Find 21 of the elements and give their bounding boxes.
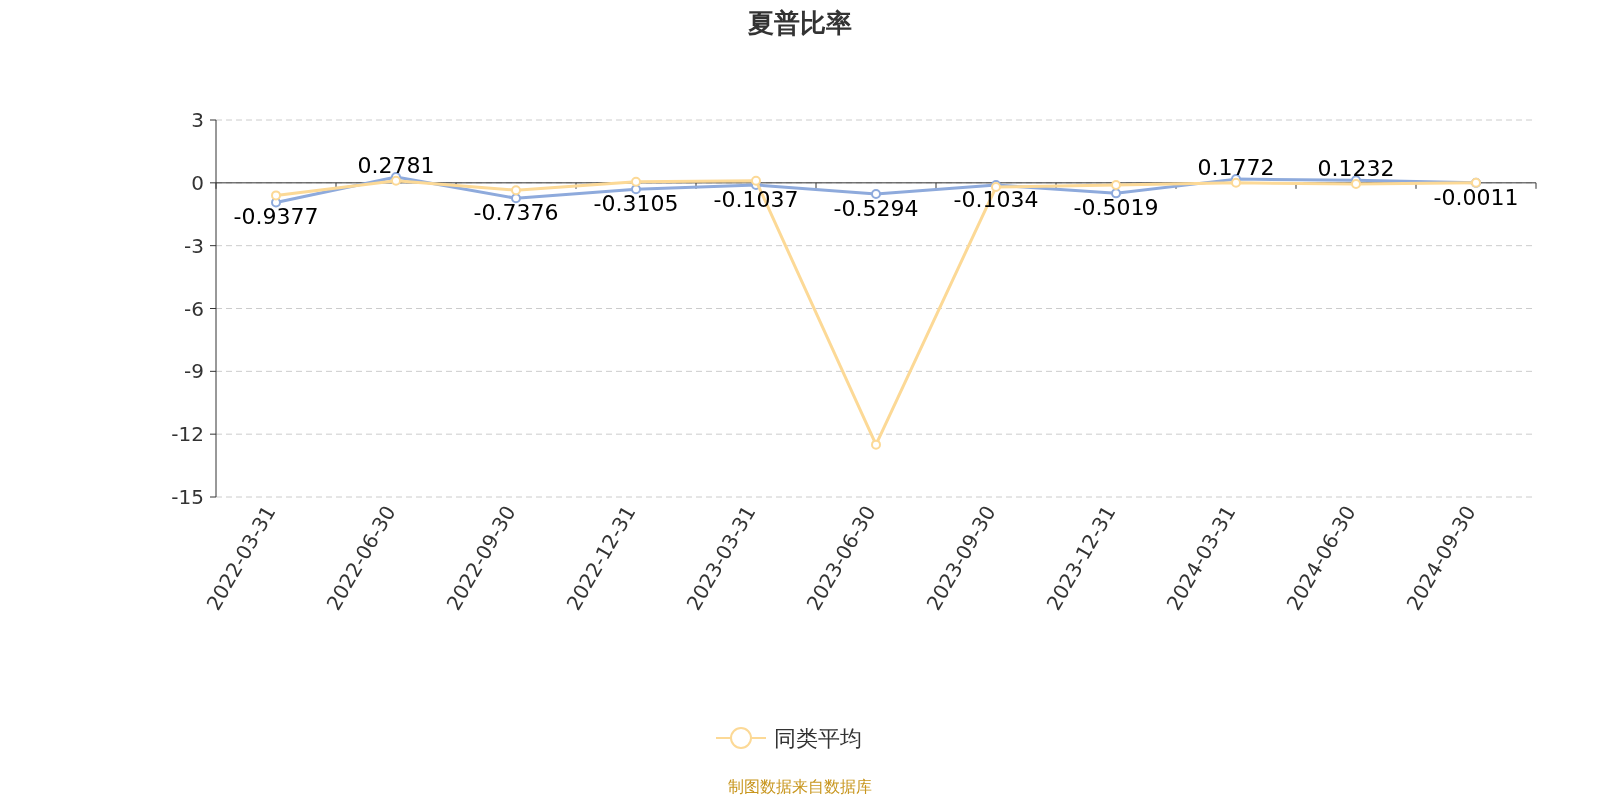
data-label: 0.2781 [357,153,435,179]
data-label: -0.0011 [1433,184,1519,210]
data-label: -0.1034 [953,187,1039,212]
y-tick-label: -3 [184,233,204,258]
y-tick-label: -15 [171,485,204,509]
data-label: -0.1037 [713,187,799,213]
data-label: 0.1232 [1317,156,1395,182]
y-tick-label: -6 [184,296,204,321]
y-tick-label: 0 [191,170,204,195]
data-label: -0.3105 [593,191,679,217]
data-label: 0.1772 [1197,155,1275,181]
data-label: -0.7376 [473,200,559,226]
data-label: -0.5019 [1073,195,1159,221]
chart-title: 夏普比率 [747,8,852,38]
data-label: -0.9377 [233,204,319,230]
text: 制图数据来自数据库 [728,777,872,796]
legend-label: 同类平均 [774,726,862,751]
y-tick-label: -9 [184,359,204,384]
y-tick-label: 3 [191,108,204,132]
data-label: -0.5294 [833,195,919,221]
y-tick-label: -12 [171,422,204,447]
